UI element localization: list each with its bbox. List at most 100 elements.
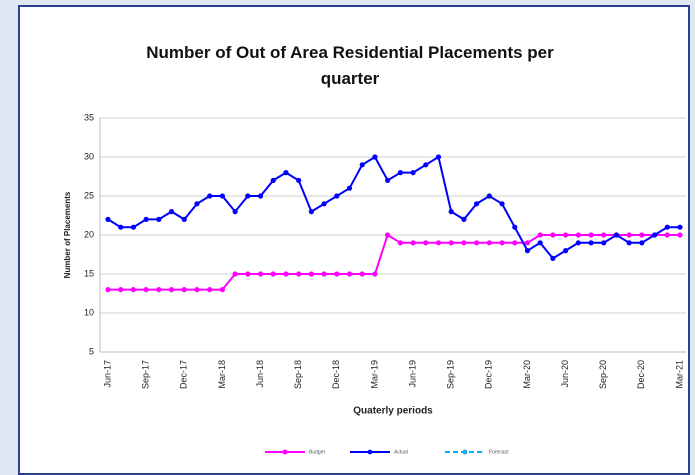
data-point [219,287,225,293]
data-point [537,240,543,246]
legend-label: Forecast [489,449,509,455]
y-tick-label: 15 [84,268,94,278]
data-point [410,170,416,176]
data-point [499,240,505,246]
data-point [156,216,162,222]
data-point [423,240,429,246]
data-point [143,287,149,293]
x-tick-label: Jun-20 [560,360,570,388]
data-point [168,287,175,293]
y-tick-label: 30 [84,151,94,161]
legend-label: Budget [309,449,325,455]
data-point [156,287,162,293]
data-point [245,271,251,277]
data-point [130,287,137,293]
data-point [207,287,213,293]
data-point [283,271,289,277]
data-point [194,287,200,293]
x-tick-label: Sep-17 [141,360,151,389]
data-point [372,154,378,160]
chart-title: Number of Out of Area Residential Placem… [146,43,554,88]
y-tick-label: 20 [84,229,94,239]
data-point [563,232,569,238]
x-tick-label: Sep-18 [293,360,303,389]
x-tick-label: Jun-18 [255,360,265,388]
x-tick-label: Dec-17 [179,360,189,389]
data-point [626,232,632,238]
data-point [296,271,302,277]
data-point [346,185,353,191]
data-point [232,209,238,215]
data-point [410,240,416,246]
data-point [613,232,620,238]
data-point [588,240,594,246]
data-point [130,224,137,230]
data-point [143,216,149,222]
data-point [194,201,200,207]
x-tick-label: Mar-19 [369,360,379,389]
x-tick-label: Dec-18 [331,360,341,389]
data-point [257,193,264,199]
data-point [257,271,264,277]
data-point [664,224,670,230]
y-tick-label: 5 [89,346,94,356]
data-point [105,216,111,222]
data-point [601,240,607,246]
data-point [207,193,213,199]
data-point [334,193,340,199]
data-point [359,271,365,277]
data-point [550,232,556,238]
data-point [486,240,492,246]
x-tick-label: Mar-21 [674,360,684,389]
data-point [168,209,175,215]
y-axis-label: Number of Placements [63,191,72,278]
y-tick-label: 25 [84,190,94,200]
data-point [474,240,480,246]
data-point [677,224,683,230]
data-point [651,232,658,238]
data-point [105,287,111,293]
data-point [512,240,518,246]
y-tick-label: 35 [84,112,94,122]
data-point [435,240,442,246]
x-tick-label: Mar-20 [522,360,532,389]
x-tick-label: Mar-18 [217,360,227,389]
chart-panel [18,5,690,475]
data-point [308,271,314,277]
legend-marker [367,449,373,455]
data-point [601,232,607,238]
data-point [334,271,340,277]
data-point [346,271,353,277]
data-point [321,271,327,277]
data-point [474,201,480,207]
legend-marker [282,449,288,455]
data-point [232,271,238,277]
data-point [321,201,327,207]
data-point [270,177,276,183]
data-point [283,170,289,176]
data-point [588,232,594,238]
data-point [563,248,569,254]
data-point [461,216,467,222]
data-point [423,162,429,168]
data-point [181,216,187,222]
data-point [448,209,454,215]
data-point [524,240,531,246]
data-point [372,271,378,277]
y-tick-label: 10 [84,307,94,317]
data-point [359,162,365,168]
data-point [639,232,645,238]
data-point [499,201,505,207]
data-point [296,177,302,183]
x-tick-label: Jun-19 [407,360,417,388]
x-tick-label: Dec-20 [636,360,646,389]
series-line [107,155,680,260]
x-tick-label: Dec-19 [484,360,494,389]
data-point [435,154,442,160]
data-point [308,209,314,215]
data-point [118,287,124,293]
data-point [677,232,683,238]
legend-label: Actual [394,449,408,455]
series-line [108,233,680,291]
